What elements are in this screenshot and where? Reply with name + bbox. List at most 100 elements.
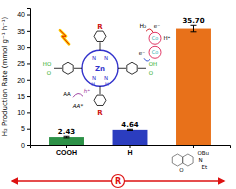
lightning [60,30,69,44]
annotation: H [91,81,95,87]
phenyl-ring [94,95,106,105]
bar [49,137,84,145]
y-tick-mark [27,145,30,146]
y-tick-label: 35 [17,28,25,35]
red-arrow [146,29,153,32]
bars [49,25,211,145]
y-tick-label: 0 [21,142,25,149]
y-tick: 5 [21,125,30,132]
bond [118,68,126,69]
y-tick: 20 [17,77,30,84]
y-tick-label: 25 [17,60,25,67]
bond [100,86,101,94]
annotation: N [198,157,202,163]
bar [113,130,148,145]
bar [176,29,211,145]
annotation: O [47,70,52,76]
x-tick-label: COOH [56,149,77,156]
annotation: N [104,55,108,61]
y-tick-mark [27,80,30,81]
annotation: OBu [197,150,209,156]
y-tick: 25 [17,60,30,67]
error-bar-cap [127,129,133,130]
bottom-annotation: R [12,175,224,188]
purple-arrow [73,94,83,98]
data-label: 35.70 [182,17,204,25]
annotation: OH [149,61,157,67]
annotation: O [179,167,184,173]
lightning-glow [60,30,69,44]
error-bar-cap [190,25,196,26]
y-tick-mark [27,112,30,113]
annotation: H⁺ [163,35,170,41]
error-bar [127,129,133,130]
y-tick: 0 [21,142,30,149]
annotation: AA* [72,103,84,109]
error-bar [64,136,70,138]
bond [74,68,82,69]
annotation: H [105,81,109,87]
annotation: HO [43,61,52,67]
data-label: 2.43 [58,128,75,136]
error-bar [190,25,196,32]
annotation: N [92,55,96,61]
y-tick-mark [27,47,30,48]
annotation: Zn [95,65,105,73]
cobalt-circle [149,46,161,58]
phenyl-ring [94,31,106,41]
y-tick: 15 [17,93,30,100]
annotation: O [149,70,154,76]
molecule-diagram: ZnNNNNHHRRHOOOHOCoCoH₂H⁺e⁻e⁻AAAA*h⁺ [43,22,171,116]
y-tick-mark [27,15,30,16]
y-tick-label: 20 [17,77,25,84]
error-bar-cap [64,136,70,137]
y-axis-title: H₂ Production Rate (mmol g⁻¹ h⁻¹) [1,16,9,136]
y-axis-line [27,9,31,146]
error-bar-stem [193,25,194,32]
phenyl-ring [63,62,73,74]
x-tick-mark [66,145,67,148]
x-tick-mark [130,145,131,148]
annotation: Et [201,164,207,170]
plot: 0 5 10 15 20 25 30 35 40 COOH H H₂ Production Rate … [1,9,231,156]
x-tick: H [127,145,132,156]
bond [138,68,146,69]
x-tick [193,145,194,148]
y-tick-label: 15 [17,93,25,100]
y-tick: 10 [17,109,30,116]
chart-container: 0 5 10 15 20 25 30 35 40 COOH H H₂ Production Rate … [0,0,236,189]
error-bar-cap [64,137,70,138]
naphthalene-ring [172,154,182,166]
x-axis-line [31,146,231,149]
naphthalene-ring [183,154,193,166]
cobalt-circle [149,32,161,44]
y-tick: 35 [17,28,30,35]
annotation: R [97,109,103,117]
annotation: h⁺ [84,88,90,94]
annotation: e⁻ [139,50,145,56]
y-tick-mark [27,129,30,130]
y-tick: 30 [17,44,30,51]
y-tick-mark [27,96,30,97]
naphthalimide-sketch: OBuNEt O [172,150,209,173]
annotation: Co [152,49,159,55]
y-tick-label: 30 [17,44,25,51]
data-labels: 2.43 4.64 35.70 [58,17,205,136]
y-tick-mark [27,31,30,32]
annotation: Co [152,35,159,41]
r-circle [112,175,125,188]
annotation: R [115,177,121,186]
annotation: AA [63,91,71,97]
annotation: e⁻ [154,23,160,29]
x-tick-mark [193,145,194,148]
y-tick-label: 10 [17,109,25,116]
y-tick-label: 40 [17,11,25,18]
chart: 0 5 10 15 20 25 30 35 40 COOH H H₂ Production Rate … [0,0,236,189]
y-tick-label: 5 [21,125,25,132]
annotation: H₂ [140,22,148,29]
error-bar-cap [127,130,133,131]
data-label: 4.64 [121,121,138,129]
x-tick-label: H [127,149,132,156]
phenyl-ring [127,62,137,74]
porphyrin-ring [82,50,118,86]
